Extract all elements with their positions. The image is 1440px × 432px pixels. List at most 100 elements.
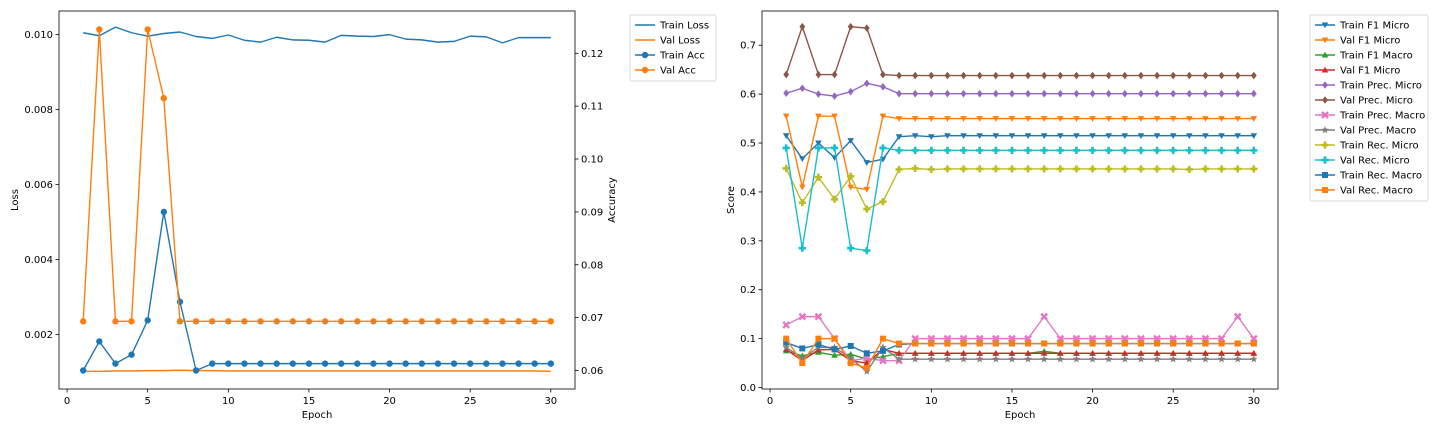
legend-item-val-f1-micro: Val F1 Micro: [1315, 66, 1400, 77]
data-point-val-rec-micro: [798, 244, 806, 252]
legend-marker: [641, 51, 649, 59]
data-point-train-acc: [466, 360, 474, 367]
legend-marker: [1321, 66, 1329, 73]
data-point-val-rec-micro: [1008, 146, 1016, 154]
data-point-train-prec-micro: [1250, 89, 1257, 98]
y-tick-label: 0.008: [24, 105, 53, 116]
data-point-train-rec-micro: [943, 165, 952, 173]
data-point-train-acc: [370, 360, 377, 367]
data-point-train-rec-micro: [1088, 165, 1097, 173]
data-point-val-prec-micro: [847, 22, 854, 31]
data-point-train-f1-micro: [1218, 133, 1225, 139]
data-point-val-rec-micro: [1250, 146, 1258, 154]
data-point-train-rec-micro: [1137, 165, 1145, 173]
data-point-train-f1-micro: [1008, 133, 1016, 139]
data-point-val-prec-macro: [975, 355, 984, 363]
data-point-train-acc: [531, 360, 538, 367]
x-tick-label: 0: [767, 396, 773, 407]
data-point-val-rec-macro: [1250, 340, 1257, 347]
data-point-val-prec-macro: [1024, 355, 1032, 363]
loss-accuracy-panel: 0 5 10 15 20 25 30 0.002 0.004 0.006 0.008 0.010 0.0…: [10, 10, 717, 421]
data-point-train-prec-micro: [1073, 89, 1080, 98]
data-point-val-prec-macro: [1250, 355, 1258, 363]
y-tick-label: 0.5: [740, 139, 756, 150]
data-point-train-rec-micro: [895, 165, 903, 174]
legend-item-val-rec-macro: Val Rec. Macro: [1315, 186, 1413, 197]
data-point-val-prec-macro: [1088, 355, 1097, 363]
data-point-val-acc: [499, 318, 506, 325]
data-point-val-rec-micro: [863, 247, 871, 255]
data-point-val-prec-macro: [879, 343, 887, 351]
data-point-val-f1-micro: [944, 350, 951, 356]
legend-item-train-f1-macro: Train F1 Macro: [1315, 51, 1413, 62]
legend-marker: [1321, 51, 1329, 58]
data-point-val-rec-micro: [1056, 146, 1064, 154]
data-point-val-rec-micro: [1201, 146, 1210, 154]
x-tick-label: 20: [1086, 396, 1099, 407]
data-point-val-f1-micro: [1137, 350, 1145, 356]
series-line-train-f1-micro: [785, 134, 1254, 164]
legend-item-val-f1-micro: Val F1 Micro: [1315, 36, 1400, 47]
data-point-val-prec-macro: [1008, 355, 1016, 363]
data-point-train-rec-micro: [798, 199, 806, 207]
y-tick-label: 0.002: [24, 330, 53, 341]
data-point-val-prec-macro: [1104, 355, 1113, 363]
data-point-val-prec-micro: [1057, 71, 1064, 80]
data-point-train-rec-micro: [1234, 165, 1242, 173]
data-point-train-rec-micro: [1056, 165, 1064, 173]
data-point-val-acc: [96, 26, 103, 33]
data-point-val-f1-micro: [1073, 116, 1080, 122]
legend-item-val-acc: Val Acc: [635, 66, 696, 77]
data-point-val-prec-macro: [927, 355, 936, 363]
data-point-val-prec-macro: [992, 355, 1000, 363]
data-point-train-acc: [257, 360, 264, 367]
data-point-train-prec-micro: [1170, 89, 1177, 98]
data-point-val-acc: [547, 318, 555, 325]
data-point-val-rec-micro: [782, 144, 790, 152]
series-line-train-prec-micro: [785, 82, 1254, 97]
data-point-val-rec-macro: [799, 360, 806, 367]
data-point-train-f1-micro: [1169, 133, 1177, 139]
x-tick-label: 15: [303, 396, 316, 407]
data-point-val-f1-micro: [1202, 116, 1209, 122]
data-point-val-f1-micro: [799, 184, 806, 191]
data-point-val-rec-micro: [1217, 146, 1226, 154]
data-point-val-rec-micro: [976, 146, 984, 154]
legend-label: Train F1 Macro: [1339, 51, 1413, 62]
y-axis-title: Loss: [10, 189, 21, 211]
data-point-train-f1-micro: [1024, 133, 1032, 139]
legend-label: Train Loss: [659, 21, 709, 32]
data-point-val-f1-micro: [1186, 350, 1193, 356]
legend-item-train-rec-micro: Train Rec. Micro: [1315, 141, 1419, 152]
data-point-val-f1-micro: [1024, 116, 1032, 122]
data-point-train-rec-micro: [814, 173, 823, 181]
data-point-train-prec-micro: [1138, 89, 1144, 98]
series-line-val-rec-micro: [785, 147, 1254, 252]
legend-item-val-rec-micro: Val Rec. Micro: [1315, 156, 1410, 167]
data-point-val-f1-micro: [911, 116, 919, 122]
series-line-train-rec-micro: [785, 167, 1254, 210]
data-point-train-rec-micro: [1201, 165, 1210, 173]
y-tick-label: 0.010: [24, 30, 53, 41]
series-line-train-f1-macro: [785, 350, 1254, 360]
data-point-train-acc: [483, 360, 490, 367]
data-point-val-rec-micro: [959, 146, 968, 154]
data-point-train-prec-micro: [783, 89, 790, 97]
data-point-train-acc: [112, 360, 119, 367]
data-point-train-acc: [305, 360, 313, 367]
legend-marker: [1322, 172, 1328, 178]
data-point-val-f1-micro: [1153, 350, 1161, 356]
x-tick-label: 25: [464, 396, 477, 407]
data-point-val-acc: [208, 318, 216, 325]
data-point-train-prec-micro: [1009, 89, 1015, 98]
data-point-train-prec-micro: [1025, 89, 1031, 98]
data-point-val-f1-micro: [1250, 116, 1258, 122]
data-point-val-f1-micro: [976, 116, 983, 122]
data-point-val-prec-micro: [1138, 71, 1144, 80]
data-point-train-prec-micro: [1121, 89, 1128, 98]
data-point-val-f1-micro: [1250, 350, 1258, 356]
data-point-val-prec-macro: [943, 355, 952, 363]
data-point-train-prec-macro: [782, 321, 791, 329]
x-tick-label: 15: [1006, 396, 1019, 407]
